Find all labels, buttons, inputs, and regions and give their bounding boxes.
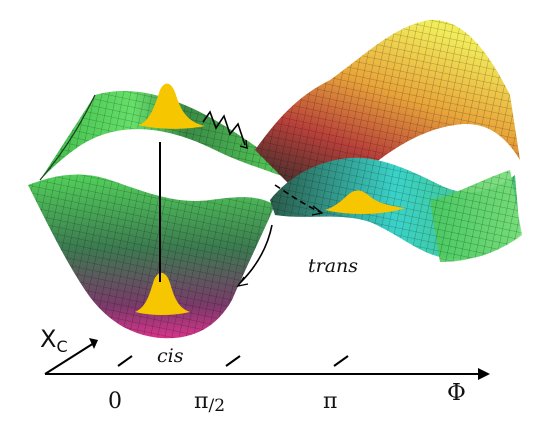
tick-pi-half [225, 355, 241, 367]
phi-axis-arrowhead [478, 368, 490, 380]
xc-axis-arrowhead [89, 338, 98, 349]
tick-label-pi: π [323, 389, 337, 414]
ground-wavepacket [135, 272, 190, 315]
xc-axis-line [44, 342, 95, 375]
tick-label-pi-half: π/2 [194, 389, 225, 416]
xc-axis-label: XC [40, 325, 68, 356]
excited-wavepacket [138, 83, 205, 129]
upper-surface [39, 91, 305, 185]
cis-label: cis [157, 345, 184, 367]
axes [44, 338, 490, 380]
lower-surface-right-wing [430, 170, 522, 262]
relaxation-path [202, 110, 246, 146]
tick-0 [117, 355, 133, 367]
phi-axis-label: Φ [447, 380, 466, 406]
trans-wavepacket [325, 190, 405, 214]
tick-pi [333, 355, 349, 367]
upper-barrier-hump [255, 19, 520, 191]
lower-surface-cis-well [28, 174, 275, 339]
trans-label: trans [308, 255, 358, 277]
cis-return-arrow [239, 224, 273, 284]
tick-label-0: 0 [108, 389, 122, 414]
funnel-path [274, 184, 321, 213]
